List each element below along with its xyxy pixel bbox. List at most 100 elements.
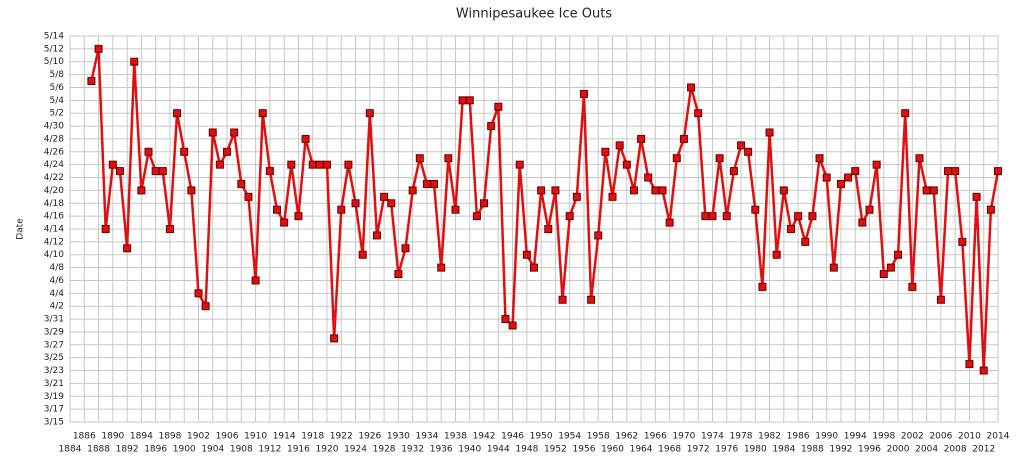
data-point (230, 128, 239, 137)
data-point (629, 186, 638, 195)
data-point (87, 77, 96, 86)
data-point (894, 250, 903, 259)
data-point (844, 173, 853, 182)
x-tick-label: 1998 (872, 432, 895, 442)
x-tick-label: 1886 (73, 432, 96, 442)
y-tick-label: 3/27 (44, 340, 64, 350)
x-tick-label: 1894 (130, 432, 153, 442)
data-point (223, 147, 232, 156)
data-point (751, 205, 760, 214)
data-point (765, 128, 774, 137)
data-point (537, 186, 546, 195)
data-point (772, 250, 781, 259)
data-point (915, 154, 924, 163)
x-tick-label: 1942 (473, 432, 496, 442)
x-tick-label: 2004 (915, 445, 938, 455)
data-point (330, 334, 339, 343)
data-point (572, 192, 581, 201)
x-tick-label: 1902 (187, 432, 210, 442)
y-tick-label: 3/17 (44, 405, 64, 415)
data-point (173, 109, 182, 118)
data-point (151, 167, 160, 176)
data-point (137, 186, 146, 195)
data-point (322, 160, 331, 169)
x-tick-label: 1944 (487, 445, 510, 455)
x-tick-label: 1920 (316, 445, 339, 455)
data-point (258, 109, 267, 118)
data-point (401, 244, 410, 253)
data-point (487, 122, 496, 131)
data-point (294, 212, 303, 221)
y-tick-label: 5/2 (50, 109, 64, 119)
x-tick-label: 1904 (201, 445, 224, 455)
data-point (115, 167, 124, 176)
y-tick-label: 4/30 (44, 122, 64, 132)
data-point (508, 321, 517, 330)
data-point (608, 192, 617, 201)
data-point (480, 199, 489, 208)
data-point (879, 270, 888, 279)
data-point (644, 173, 653, 182)
data-point (201, 302, 210, 311)
x-tick-label: 2002 (901, 432, 924, 442)
data-point (387, 199, 396, 208)
x-tick-label: 1890 (101, 432, 124, 442)
x-tick-label: 2008 (944, 445, 967, 455)
data-point (308, 160, 317, 169)
x-tick-label: 1958 (587, 432, 610, 442)
y-tick-label: 4/18 (44, 199, 64, 209)
data-point (422, 179, 431, 188)
x-tick-label: 1976 (715, 445, 738, 455)
data-point (936, 295, 945, 304)
data-point (544, 225, 553, 233)
data-point (965, 360, 974, 369)
y-tick-label: 5/6 (50, 83, 65, 93)
x-tick-label: 1930 (387, 432, 410, 442)
data-point (344, 160, 353, 169)
y-tick-label: 4/14 (44, 225, 64, 235)
data-point (194, 289, 203, 298)
chart-title: Winnipesaukee Ice Outs (456, 7, 612, 22)
y-tick-label: 3/25 (44, 353, 64, 363)
data-point (558, 295, 567, 304)
x-tick-label: 1962 (615, 432, 638, 442)
x-tick-label: 1946 (501, 432, 524, 442)
data-point (708, 212, 717, 221)
x-tick-label: 1974 (701, 432, 724, 442)
x-tick-label: 1996 (858, 445, 881, 455)
x-tick-label: 2000 (887, 445, 910, 455)
y-tick-label: 4/20 (44, 186, 64, 196)
x-tick-label: 1898 (158, 432, 181, 442)
x-tick-label: 2006 (929, 432, 952, 442)
x-tick-label: 2010 (958, 432, 981, 442)
y-tick-label: 4/6 (50, 276, 65, 286)
data-point (744, 147, 753, 156)
y-tick-label: 4/22 (44, 173, 64, 183)
data-point (865, 205, 874, 214)
y-tick-label: 4/4 (50, 289, 65, 299)
data-point (365, 109, 374, 118)
y-tick-label: 3/21 (44, 379, 64, 389)
data-point (273, 205, 282, 214)
data-point (101, 225, 110, 233)
data-point (886, 263, 895, 272)
data-point (658, 186, 667, 195)
data-point (551, 186, 560, 195)
data-point (394, 270, 403, 279)
data-point (801, 237, 810, 246)
x-tick-label: 1980 (744, 445, 767, 455)
data-point (651, 186, 660, 195)
data-point (822, 173, 831, 182)
x-tick-label: 2012 (972, 445, 995, 455)
data-point (729, 167, 738, 176)
x-tick-label: 1966 (644, 432, 667, 442)
data-point (94, 44, 103, 53)
x-tick-label: 1928 (373, 445, 396, 455)
data-point (180, 147, 189, 156)
x-tick-label: 1910 (244, 432, 267, 442)
data-point (622, 160, 631, 169)
x-tick-label: 1918 (301, 432, 324, 442)
y-tick-label: 3/23 (44, 366, 64, 376)
x-tick-label: 1934 (415, 432, 438, 442)
